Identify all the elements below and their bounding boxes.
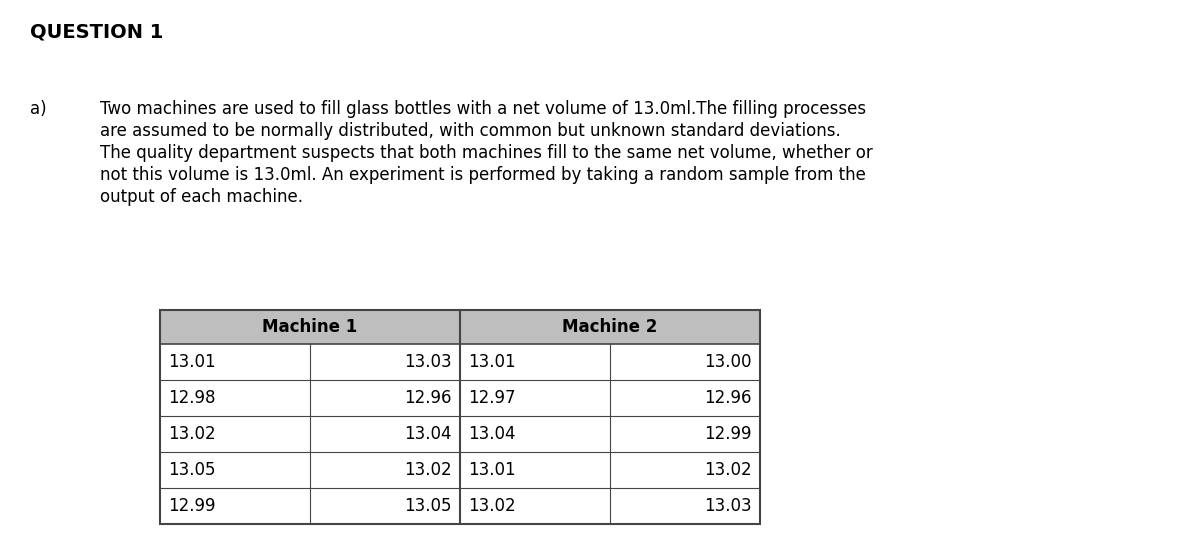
Text: 13.03: 13.03 [404, 353, 452, 371]
Text: 13.00: 13.00 [704, 353, 752, 371]
Text: 13.05: 13.05 [404, 497, 452, 515]
Text: 13.02: 13.02 [168, 425, 216, 443]
Text: Two machines are used to fill glass bottles with a net volume of 13.0ml.The fill: Two machines are used to fill glass bott… [100, 100, 866, 118]
Text: are assumed to be normally distributed, with common but unknown standard deviati: are assumed to be normally distributed, … [100, 122, 841, 140]
Text: Machine 1: Machine 1 [263, 318, 358, 336]
Text: 13.04: 13.04 [468, 425, 516, 443]
Text: 13.01: 13.01 [168, 353, 216, 371]
Text: Machine 2: Machine 2 [563, 318, 658, 336]
Text: 12.96: 12.96 [404, 389, 452, 407]
Text: 12.99: 12.99 [704, 425, 752, 443]
Text: output of each machine.: output of each machine. [100, 188, 302, 206]
Text: 12.97: 12.97 [468, 389, 516, 407]
Text: 12.96: 12.96 [704, 389, 752, 407]
Text: 13.01: 13.01 [468, 353, 516, 371]
Text: QUESTION 1: QUESTION 1 [30, 22, 163, 41]
Bar [160, 310, 760, 344]
Text: 12.99: 12.99 [168, 497, 216, 515]
Text: a): a) [30, 100, 47, 118]
Text: 13.02: 13.02 [404, 461, 452, 479]
Text: 13.01: 13.01 [468, 461, 516, 479]
Text: 13.02: 13.02 [704, 461, 752, 479]
Text: 13.02: 13.02 [468, 497, 516, 515]
Text: 12.98: 12.98 [168, 389, 216, 407]
Text: 13.05: 13.05 [168, 461, 216, 479]
Bar [160, 310, 760, 524]
Text: The quality department suspects that both machines fill to the same net volume, : The quality department suspects that bot… [100, 144, 872, 162]
Text: not this volume is 13.0ml. An experiment is performed by taking a random sample : not this volume is 13.0ml. An experiment… [100, 166, 866, 184]
Text: 13.03: 13.03 [704, 497, 752, 515]
Text: 13.04: 13.04 [404, 425, 452, 443]
